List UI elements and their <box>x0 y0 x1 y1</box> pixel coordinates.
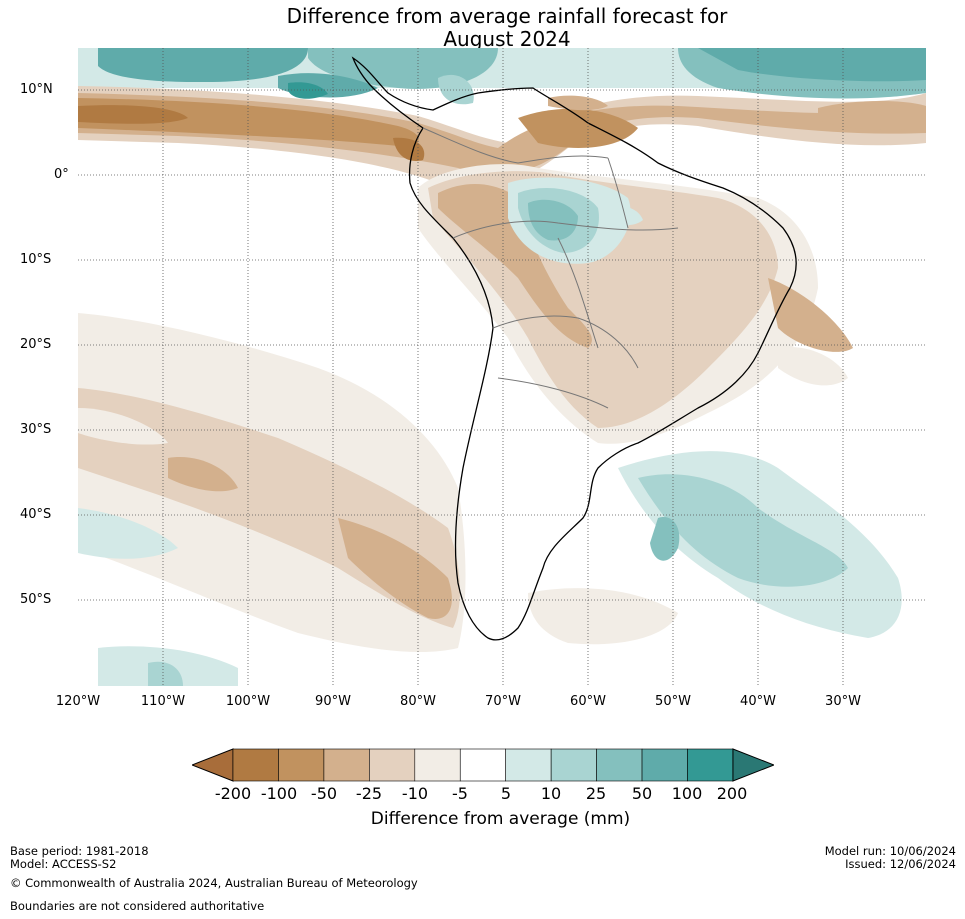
graticule <box>78 48 926 686</box>
copyright-text: © Commonwealth of Australia 2024, Austra… <box>10 876 418 890</box>
colorbar-extend-high <box>732 748 774 782</box>
colorbar-tick: -25 <box>355 784 383 803</box>
base-period-text: Base period: 1981-2018 <box>10 844 149 858</box>
colorbar-tick: 50 <box>631 784 653 803</box>
colorbar-tick: -200 <box>214 784 252 803</box>
model-text: Model: ACCESS-S2 <box>10 857 117 871</box>
lat-label-30s: 30°S <box>20 422 52 437</box>
colorbar-tick: -50 <box>310 784 338 803</box>
dry-band-north <box>78 86 926 190</box>
colorbar-tick: -5 <box>452 784 468 803</box>
lat-label-10s: 10°S <box>20 252 52 267</box>
colorbar-swatch <box>278 748 325 782</box>
lat-label-20s: 20°S <box>20 337 52 352</box>
lat-label-10n: 10°N <box>20 82 53 97</box>
colorbar-tick: 100 <box>671 784 703 803</box>
colorbar-swatch <box>232 748 279 782</box>
rainfall-anomaly-map <box>78 48 926 686</box>
boundaries-disclaimer: Boundaries are not considered authoritat… <box>10 899 265 913</box>
lon-label-120w: 120°W <box>55 694 101 709</box>
map-title-line-2: August 2024 <box>443 27 571 51</box>
colorbar-tick: -100 <box>260 784 298 803</box>
colorbar-swatch <box>369 748 416 782</box>
wet-band-north <box>78 48 926 105</box>
lat-label-0: 0° <box>54 167 69 182</box>
colorbar-swatch <box>459 748 507 782</box>
colorbar-label: Difference from average (mm) <box>370 809 631 829</box>
colorbar-swatch <box>323 748 370 782</box>
colorbar-swatch <box>505 748 552 782</box>
colorbar-tick: 10 <box>540 784 562 803</box>
model-run-text: Model run: 10/06/2024 <box>824 844 956 858</box>
colorbar-swatch <box>596 748 643 782</box>
lon-label-30w: 30°W <box>825 694 861 709</box>
dry-region-south-pacific <box>78 313 466 653</box>
lon-label-90w: 90°W <box>315 694 351 709</box>
colorbar-tick: 200 <box>716 784 748 803</box>
colorbar-swatch <box>550 748 597 782</box>
wet-region-south-atlantic <box>78 451 902 686</box>
lon-label-40w: 40°W <box>740 694 776 709</box>
lon-label-50w: 50°W <box>655 694 691 709</box>
lon-label-60w: 60°W <box>570 694 606 709</box>
south-america-coastline <box>351 56 797 641</box>
lon-label-100w: 100°W <box>225 694 271 709</box>
colorbar-swatch <box>641 748 688 782</box>
lon-label-110w: 110°W <box>140 694 186 709</box>
colorbar-swatch <box>687 748 734 782</box>
colorbar <box>192 748 774 782</box>
colorbar-extend-low <box>192 748 234 782</box>
dry-region-patagonia <box>528 347 848 645</box>
issued-text: Issued: 12/06/2024 <box>845 857 956 871</box>
colorbar-tick: -10 <box>401 784 429 803</box>
lat-label-50s: 50°S <box>20 592 52 607</box>
colorbar-tick: 5 <box>500 784 512 803</box>
colorbar-tick: 25 <box>585 784 607 803</box>
wet-blob-amazon <box>508 177 643 264</box>
country-borders <box>422 127 679 409</box>
lon-label-80w: 80°W <box>400 694 436 709</box>
lon-label-70w: 70°W <box>485 694 521 709</box>
map-title-line-1: Difference from average rainfall forecas… <box>286 4 728 28</box>
lat-label-40s: 40°S <box>20 507 52 522</box>
colorbar-swatch <box>414 748 461 782</box>
